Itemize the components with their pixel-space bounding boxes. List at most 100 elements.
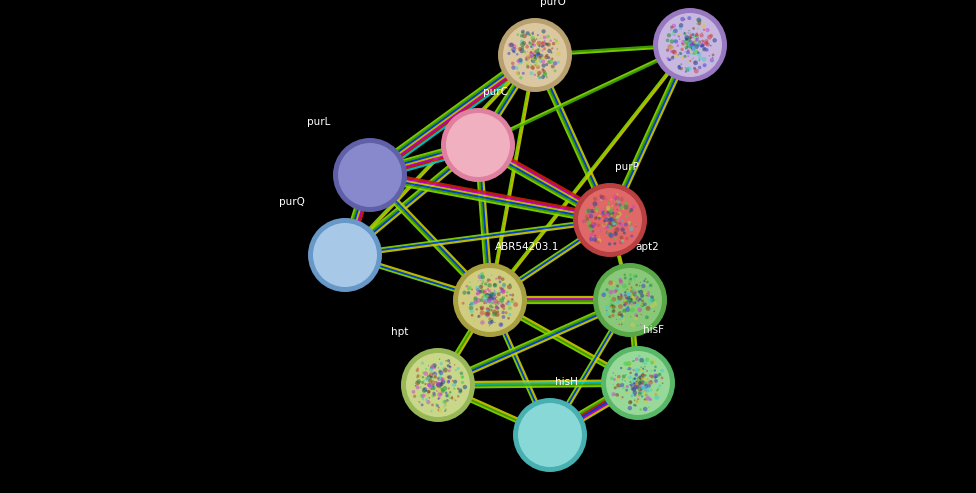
Circle shape [603, 220, 605, 222]
Circle shape [679, 52, 680, 54]
Circle shape [629, 293, 633, 297]
Circle shape [434, 372, 435, 374]
Circle shape [603, 222, 606, 226]
Circle shape [492, 301, 495, 304]
Circle shape [689, 47, 692, 49]
Circle shape [696, 50, 698, 52]
Circle shape [435, 381, 437, 383]
Circle shape [645, 393, 647, 396]
Circle shape [439, 358, 440, 360]
Circle shape [483, 303, 485, 304]
Circle shape [538, 74, 540, 76]
Circle shape [436, 382, 441, 387]
Circle shape [415, 381, 420, 386]
Circle shape [537, 34, 539, 36]
Circle shape [434, 367, 436, 369]
Circle shape [440, 382, 443, 384]
Circle shape [702, 47, 707, 51]
Circle shape [546, 43, 548, 45]
Circle shape [640, 380, 645, 385]
Circle shape [590, 225, 594, 228]
Circle shape [531, 55, 533, 57]
Circle shape [686, 67, 691, 71]
Circle shape [419, 401, 420, 402]
Circle shape [438, 382, 442, 387]
Circle shape [516, 34, 519, 36]
Circle shape [432, 386, 434, 387]
Circle shape [536, 52, 540, 56]
Circle shape [496, 296, 497, 298]
Circle shape [530, 35, 535, 40]
Circle shape [493, 283, 498, 287]
Circle shape [704, 41, 709, 45]
Circle shape [638, 379, 641, 381]
Circle shape [634, 399, 635, 401]
Circle shape [637, 398, 639, 400]
Circle shape [453, 380, 457, 384]
Circle shape [642, 389, 647, 393]
Circle shape [549, 39, 551, 42]
Circle shape [537, 48, 540, 50]
Circle shape [685, 43, 689, 47]
Circle shape [598, 216, 600, 218]
Circle shape [495, 306, 499, 309]
Circle shape [601, 210, 605, 214]
Circle shape [694, 61, 696, 64]
Circle shape [646, 378, 648, 380]
Circle shape [650, 389, 653, 391]
Circle shape [676, 44, 679, 47]
Circle shape [641, 387, 643, 389]
Circle shape [445, 393, 450, 397]
Circle shape [611, 214, 613, 216]
Circle shape [486, 307, 489, 311]
Circle shape [630, 297, 633, 302]
Circle shape [437, 408, 442, 413]
Circle shape [610, 299, 613, 302]
Circle shape [591, 230, 594, 233]
Circle shape [624, 204, 625, 205]
Circle shape [692, 52, 695, 55]
Circle shape [508, 313, 511, 316]
Circle shape [512, 50, 513, 52]
Circle shape [636, 386, 639, 389]
Circle shape [492, 303, 493, 304]
Circle shape [620, 383, 625, 387]
Circle shape [670, 39, 674, 44]
Circle shape [612, 305, 616, 309]
Circle shape [680, 64, 682, 65]
Circle shape [534, 58, 537, 60]
Circle shape [691, 37, 693, 38]
Circle shape [447, 376, 450, 379]
Circle shape [441, 384, 442, 385]
Circle shape [513, 51, 514, 52]
Circle shape [703, 57, 705, 59]
Circle shape [693, 42, 696, 46]
Circle shape [485, 294, 488, 298]
Circle shape [629, 294, 632, 298]
Circle shape [647, 384, 651, 388]
Circle shape [617, 209, 618, 211]
Circle shape [632, 389, 634, 391]
Circle shape [702, 39, 704, 42]
Circle shape [605, 218, 608, 221]
Circle shape [610, 199, 612, 201]
Circle shape [473, 300, 478, 304]
Circle shape [683, 32, 686, 35]
Circle shape [534, 73, 536, 76]
Circle shape [497, 301, 500, 305]
Circle shape [521, 30, 525, 34]
Circle shape [639, 376, 644, 380]
Circle shape [590, 222, 595, 227]
Circle shape [657, 388, 660, 390]
Circle shape [696, 37, 698, 39]
Circle shape [484, 300, 488, 303]
Circle shape [699, 43, 704, 47]
Circle shape [535, 54, 536, 55]
Circle shape [636, 298, 638, 299]
Circle shape [609, 212, 612, 215]
Circle shape [623, 304, 625, 306]
Circle shape [619, 316, 624, 320]
Circle shape [697, 22, 701, 26]
Circle shape [692, 27, 695, 30]
Circle shape [605, 232, 607, 234]
